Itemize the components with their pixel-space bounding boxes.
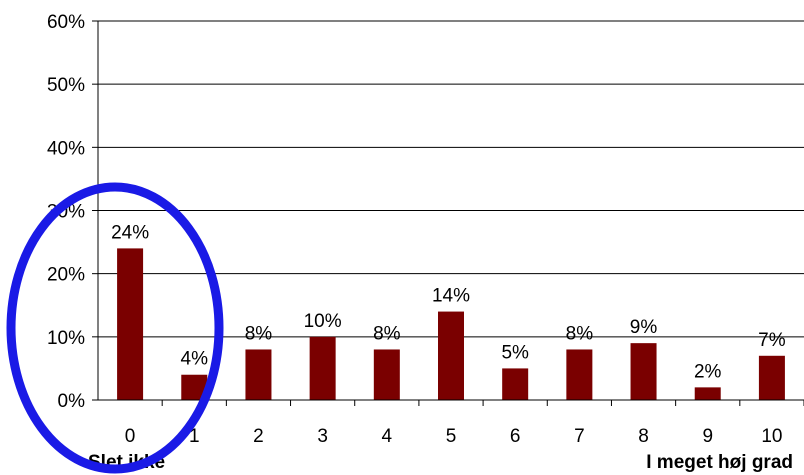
- y-axis-ticks: 0%10%20%30%40%50%60%: [47, 12, 98, 412]
- data-labels: 24% 4% 8% 10% 8% 14% 5% 8% 9% 2% 7%: [111, 222, 786, 382]
- data-label: 9%: [630, 317, 658, 338]
- y-tick-label: 20%: [47, 265, 85, 286]
- data-label: 7%: [758, 330, 786, 351]
- bar: [117, 248, 144, 400]
- y-tick-label: 50%: [47, 75, 85, 96]
- data-label: 5%: [501, 342, 529, 363]
- x-tick-label: 1: [189, 426, 200, 447]
- bar: [309, 336, 336, 400]
- bar: [758, 355, 785, 400]
- bars: [117, 248, 785, 400]
- y-tick-label: 0%: [58, 391, 86, 412]
- x-tick-label: 10: [761, 426, 782, 447]
- bar: [630, 343, 657, 400]
- bar: [566, 349, 593, 400]
- data-label: 4%: [181, 349, 209, 370]
- highlight-ellipse: [6, 182, 224, 474]
- x-tick-label: 9: [702, 426, 713, 447]
- x-axis-right-end-label: I meget høj grad: [646, 452, 793, 473]
- x-tick-label: 7: [574, 426, 585, 447]
- x-tick-label: 4: [382, 426, 393, 447]
- x-tick-label: 2: [253, 426, 264, 447]
- data-label: 14%: [432, 286, 470, 307]
- data-label: 2%: [694, 361, 722, 382]
- bar: [694, 387, 721, 400]
- data-label: 8%: [566, 323, 594, 344]
- x-tick-label: 0: [125, 426, 136, 447]
- data-label: 8%: [245, 323, 273, 344]
- x-tick-label: 3: [317, 426, 328, 447]
- data-label: 10%: [304, 311, 342, 332]
- data-label: 24%: [111, 222, 149, 243]
- bar: [438, 311, 464, 400]
- y-tick-label: 40%: [47, 138, 85, 159]
- x-tick-label: 8: [638, 426, 649, 447]
- bar: [245, 349, 272, 400]
- data-label: 8%: [373, 323, 401, 344]
- x-tick-label: 6: [510, 426, 521, 447]
- bar: [373, 349, 400, 400]
- x-axis-ticks: 0 1 2 3 4 5 6 7 8 9 10: [125, 400, 804, 447]
- y-tick-label: 60%: [47, 12, 85, 33]
- bar: [502, 368, 529, 400]
- y-tick-label: 10%: [47, 328, 85, 349]
- x-tick-label: 5: [446, 426, 457, 447]
